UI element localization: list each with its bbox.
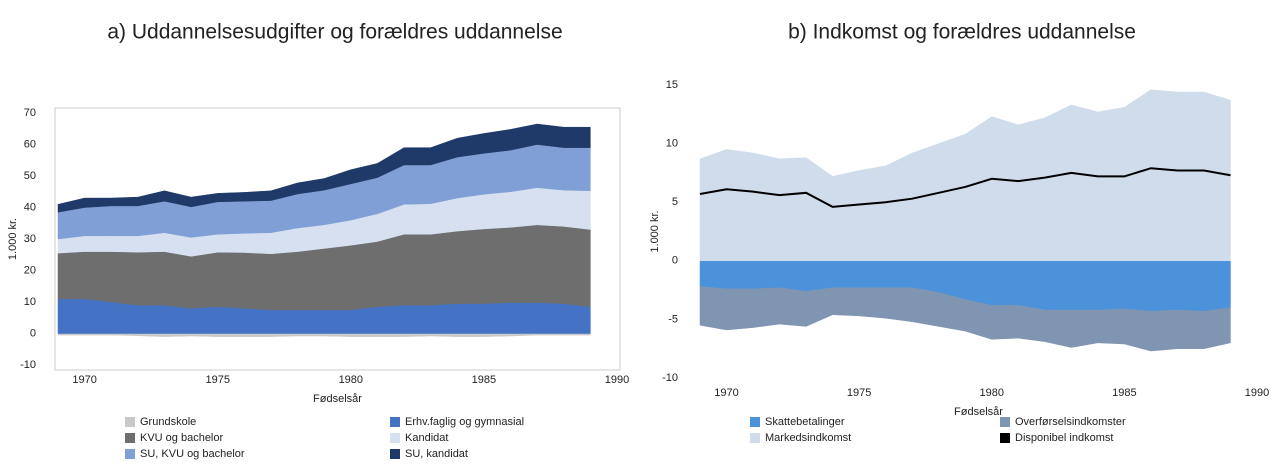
area [57,333,591,337]
x-axis-label: Fødselsår [313,393,362,405]
x-tick-label: 1970 [72,374,96,386]
legend-label: Markedsindkomst [765,432,851,444]
x-tick-label: 1990 [605,374,629,386]
legend-label: Erhv.faglig og gymnasial [405,416,524,428]
x-tick-label: 1975 [847,387,871,399]
y-tick-label: 30 [24,233,36,245]
y-tick-label: 0 [30,327,36,339]
line [699,167,1231,208]
x-tick-label: 1980 [339,374,363,386]
legend-label: Skattebetalinger [765,416,845,428]
x-axis-label: Fødselsår [954,406,1003,418]
legend-swatch [1000,433,1010,443]
y-tick-label: 10 [24,296,36,308]
y-tick-label: 40 [24,201,36,213]
legend-label: Disponibel indkomst [1015,432,1113,444]
legend-label: SU, KVU og bachelor [140,448,245,460]
legend-label: SU, kandidat [405,448,468,460]
area [699,286,1231,352]
y-tick-label: 10 [666,138,678,150]
plot-frame [54,107,621,371]
y-tick-label: -5 [668,313,678,325]
y-tick-label: 0 [672,255,678,267]
chart-title: a) Uddannelsesudgifter og forældres udda… [107,21,562,44]
y-axis-label: 1.000 kr. [649,210,661,252]
area [57,123,591,213]
legend-swatch [750,433,760,443]
legend-swatch [390,417,400,427]
y-tick-label: -10 [20,359,36,371]
y-tick-label: 15 [666,79,678,91]
y-tick-label: 70 [24,107,36,119]
x-tick-label: 1985 [472,374,496,386]
x-tick-label: 1990 [1245,387,1269,399]
legend-swatch [125,433,135,443]
x-tick-label: 1985 [1112,387,1136,399]
legend-swatch [1000,417,1010,427]
legend-label: Grundskole [140,416,196,428]
x-tick-label: 1975 [205,374,229,386]
legend-label: Overførselsindkomster [1015,416,1126,428]
y-axis-label: 1.000 kr. [7,218,19,260]
x-tick-label: 1970 [714,387,738,399]
legend-swatch [125,417,135,427]
legend-swatch [125,449,135,459]
legend-swatch [390,449,400,459]
x-tick-label: 1980 [980,387,1004,399]
legend-swatch [390,433,400,443]
y-tick-label: 50 [24,170,36,182]
y-tick-label: 5 [672,196,678,208]
legend-label: Kandidat [405,432,448,444]
legend-label: KVU og bachelor [140,432,223,444]
area [699,89,1231,262]
legend-swatch [750,417,760,427]
chart-title: b) Indkomst og forældres uddannelse [788,21,1136,44]
y-tick-label: -10 [662,372,678,384]
y-tick-label: 60 [24,138,36,150]
y-tick-label: 20 [24,264,36,276]
